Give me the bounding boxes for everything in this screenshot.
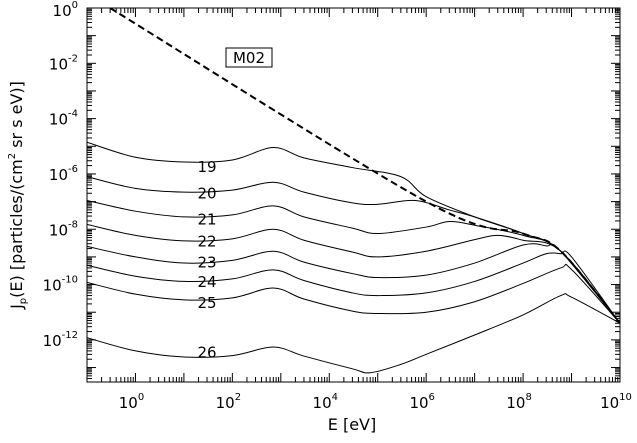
y-tick-labels-group: 100 10-2 10-4 10-6 10-8 10-10 10-12 — [43, 0, 78, 350]
y-tick-label: 10-2 — [49, 53, 78, 73]
series-21-label: 21 — [197, 210, 216, 228]
curve-labels-group: 19 20 21 22 23 24 25 26 — [197, 158, 216, 362]
series-24-label: 24 — [197, 273, 216, 291]
curves-group — [87, 141, 620, 374]
x-axis-label: E [eV] — [328, 415, 376, 434]
y-tick-label: 100 — [53, 0, 78, 20]
reference-line-group — [109, 8, 620, 324]
x-tick-labels-group: 100 102 104 106 108 1010 — [119, 392, 632, 412]
annotation-frame — [225, 47, 273, 68]
series-19-curve — [87, 141, 620, 324]
x-tick-label: 106 — [409, 392, 434, 412]
y-tick-label: 10-12 — [43, 330, 78, 350]
series-24-curve — [87, 250, 620, 324]
series-19-label: 19 — [197, 158, 216, 176]
series-23-curve — [87, 243, 620, 324]
y-axis-label: Jp(E) [particles/(cm2 sr s eV)] — [7, 81, 29, 310]
series-21-curve — [87, 199, 620, 324]
x-tick-label: 1010 — [600, 392, 632, 412]
series-20-label: 20 — [197, 184, 216, 202]
plot-frame — [86, 7, 621, 383]
y-label-sup: 2 — [7, 153, 18, 159]
series-26-label: 26 — [197, 344, 216, 362]
series-25-label: 25 — [197, 294, 216, 312]
series-20-curve — [87, 176, 620, 324]
y-label-tail: sr s eV)] — [7, 81, 26, 153]
x-tick-label: 102 — [216, 392, 241, 412]
series-26-curve — [87, 293, 620, 374]
x-tick-label: 104 — [313, 392, 338, 412]
annotation-text: M02 — [233, 49, 265, 67]
y-tick-label: 10-6 — [49, 164, 78, 184]
series-22-label: 22 — [197, 232, 216, 250]
series-25-curve — [87, 263, 620, 324]
reference-dashed-line — [109, 8, 620, 324]
x-tick-label: 108 — [506, 392, 531, 412]
series-23-label: 23 — [197, 253, 216, 271]
y-label-mid: (E) [particles/(cm — [7, 159, 26, 298]
y-label-sub: p — [18, 298, 29, 304]
y-tick-label: 10-8 — [49, 219, 78, 239]
series-22-curve — [87, 223, 620, 324]
y-label-lead: J — [7, 304, 26, 310]
x-tick-label: 100 — [119, 392, 144, 412]
y-tick-label: 10-10 — [43, 275, 78, 295]
ticks-group — [86, 7, 621, 383]
annotation-box: M02 — [225, 47, 273, 68]
y-tick-label: 10-4 — [49, 109, 78, 129]
